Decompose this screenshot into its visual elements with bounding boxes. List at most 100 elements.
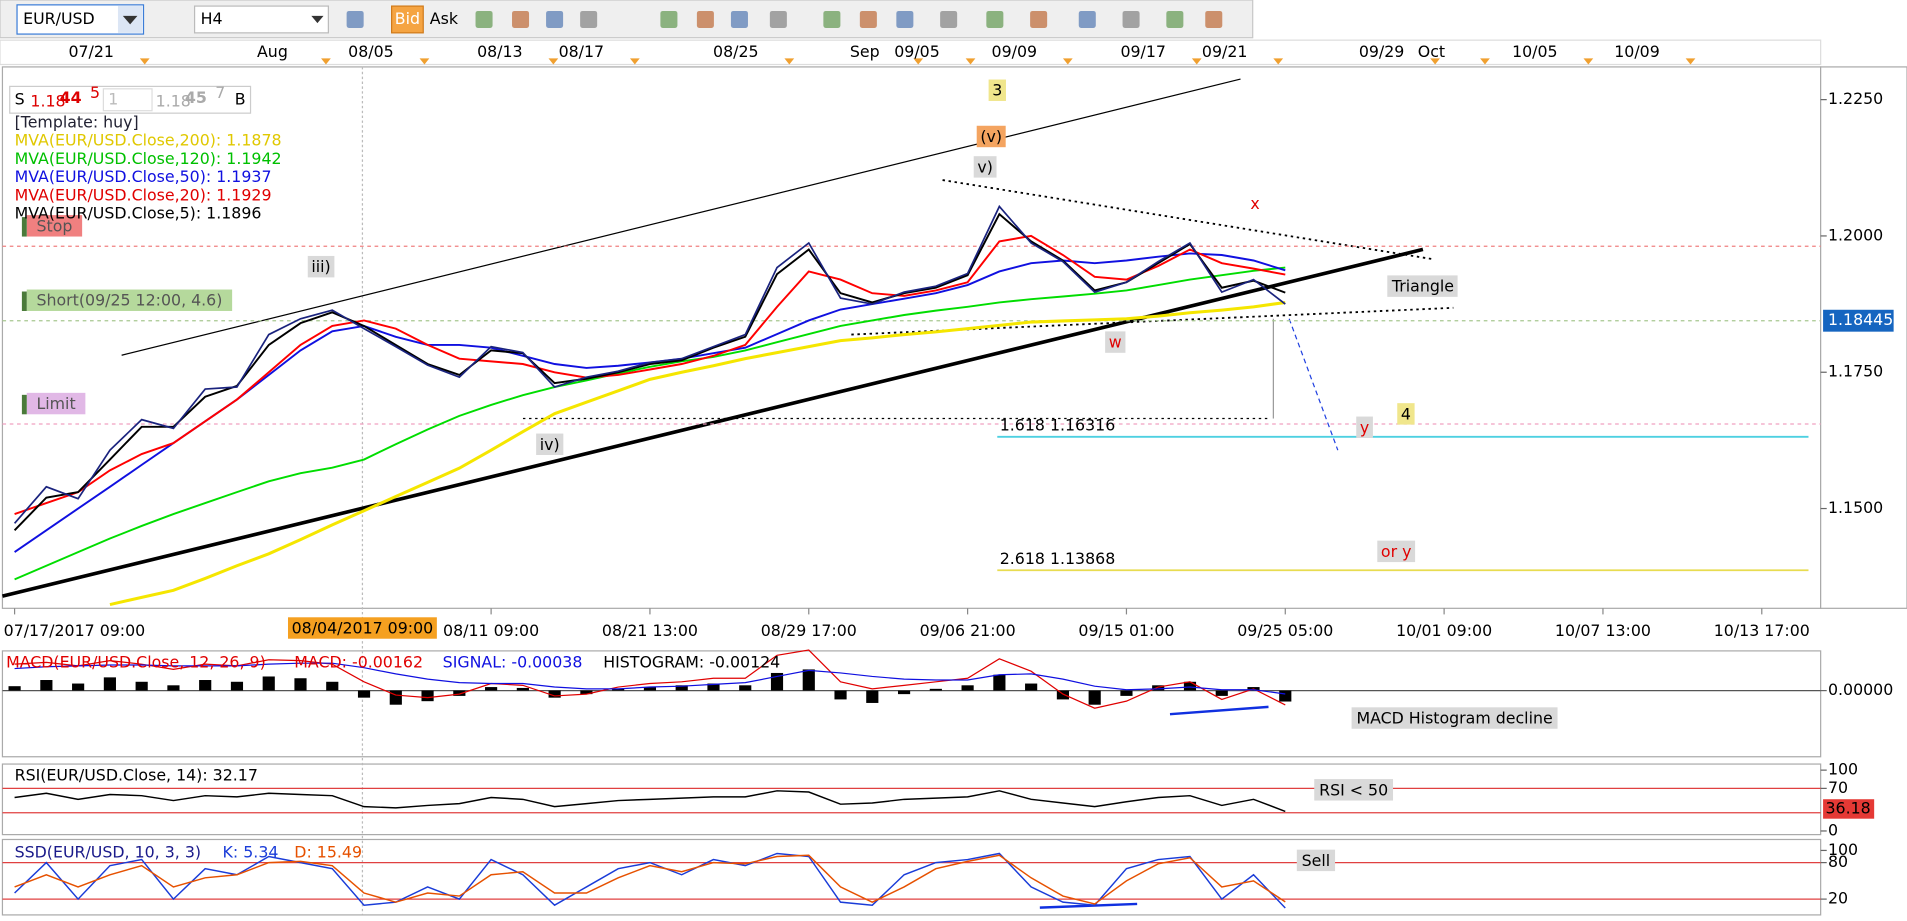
- panel-title: SSD(EUR/USD, 10, 3, 3): [15, 842, 201, 861]
- y-tick-label: 100: [1828, 840, 1858, 859]
- tool-icon[interactable]: [580, 10, 598, 28]
- tool-icon[interactable]: [346, 10, 364, 28]
- sell-pips: 44: [60, 88, 82, 107]
- tool-icon[interactable]: [1166, 10, 1184, 28]
- histogram-bar: [167, 685, 180, 691]
- top-date-label: 09/29: [1359, 42, 1405, 61]
- last-price-bg: [1823, 309, 1894, 332]
- tool-icon[interactable]: [475, 10, 493, 28]
- toolbar-bg: [0, 0, 1254, 39]
- tool-icon[interactable]: [859, 10, 877, 28]
- top-date-label: 08/13: [477, 42, 523, 61]
- panel-title: RSI(EUR/USD.Close, 14): 32.17: [15, 766, 258, 785]
- histogram-bar: [326, 681, 339, 691]
- tool-icon[interactable]: [1205, 10, 1223, 28]
- label-bg: [1296, 849, 1336, 872]
- x-tick-label: 08/21 13:00: [602, 621, 698, 640]
- histogram-bar: [1056, 690, 1069, 700]
- x-tick-label: 07/17/2017 09:00: [4, 621, 146, 640]
- histogram-bar: [72, 683, 85, 691]
- histogram-bar: [1279, 690, 1292, 702]
- y-tick-label: 100: [1828, 760, 1858, 779]
- x-tick-label: 10/01 09:00: [1396, 621, 1492, 640]
- timeframe-select[interactable]: [193, 5, 329, 34]
- current-bg: [1823, 799, 1875, 819]
- histogram-bar: [707, 683, 720, 691]
- order-handle: [21, 291, 27, 311]
- top-date-label: 10/09: [1614, 42, 1660, 61]
- bid-button[interactable]: [391, 5, 424, 34]
- histogram-bar: [802, 669, 815, 691]
- date-marker: [548, 58, 559, 65]
- legend-entry: MVA(EUR/USD.Close,20): 1.1929: [15, 185, 272, 204]
- date-marker: [913, 58, 924, 65]
- date-marker: [1273, 58, 1284, 65]
- label-bg: [1397, 403, 1415, 425]
- top-date-label: 08/05: [348, 42, 394, 61]
- legend-entry: K: 5.34: [223, 842, 279, 861]
- dropdown-arrow: [311, 15, 324, 24]
- histogram-bar: [453, 690, 466, 696]
- trend-line: [1, 247, 1424, 598]
- histogram-bar: [929, 688, 942, 691]
- histogram-bar: [612, 688, 625, 691]
- tool-icon[interactable]: [660, 10, 678, 28]
- series-line: [13, 212, 1286, 532]
- order-label: Limit: [36, 394, 75, 413]
- tool-icon[interactable]: [823, 10, 841, 28]
- sell-fraction: 5: [90, 83, 100, 102]
- buy-label: B: [235, 89, 246, 108]
- top-date-label: Oct: [1418, 42, 1445, 61]
- tool-icon[interactable]: [896, 10, 914, 28]
- top-date-label: 09/05: [894, 42, 940, 61]
- date-marker: [419, 58, 430, 65]
- wave-label: or y: [1381, 542, 1412, 561]
- symbol: EUR/USD: [23, 9, 95, 28]
- last-price: 1.18445: [1828, 310, 1893, 329]
- top-date-label: 07/21: [68, 42, 114, 61]
- lots-input[interactable]: [102, 88, 153, 112]
- date-marker: [1191, 58, 1202, 65]
- histogram-bar: [262, 676, 275, 691]
- label-bg: [1387, 275, 1458, 297]
- y-tick-label: 0.00000: [1828, 680, 1893, 699]
- histogram-bar: [421, 690, 434, 702]
- date-marker: [1480, 58, 1490, 65]
- histogram-bar: [834, 690, 847, 700]
- series-line: [13, 204, 1286, 524]
- tool-icon[interactable]: [546, 10, 564, 28]
- histogram-bar: [675, 685, 688, 691]
- wave-label: 3: [992, 81, 1002, 100]
- tool-icon[interactable]: [1030, 10, 1048, 28]
- histogram-bar: [294, 678, 307, 691]
- label-bg: [976, 125, 1006, 148]
- tool-icon[interactable]: [1122, 10, 1140, 28]
- ask-button[interactable]: [428, 6, 460, 33]
- wave-label: Triangle: [1391, 277, 1454, 296]
- series-line: [14, 234, 1286, 515]
- label-bg: [26, 392, 86, 415]
- histogram-bar: [548, 690, 561, 698]
- tool-icon[interactable]: [769, 10, 787, 28]
- histogram-bar: [8, 686, 21, 691]
- tool-icon[interactable]: [940, 10, 958, 28]
- x-tick-label: 10/13 17:00: [1714, 621, 1810, 640]
- legend-entry: MVA(EUR/USD.Close,5): 1.1896: [15, 204, 262, 223]
- histogram-bar: [1025, 683, 1038, 691]
- series-line: [14, 266, 1286, 581]
- label-bg: [1356, 416, 1373, 438]
- macd-panel: [1, 650, 1822, 758]
- tool-icon[interactable]: [730, 10, 748, 28]
- date-marker: [965, 58, 976, 65]
- legend-entry: SIGNAL: -0.00038: [443, 653, 583, 672]
- tool-icon[interactable]: [696, 10, 714, 28]
- wave-label: iv): [540, 435, 560, 454]
- top-date-label: 09/09: [992, 42, 1038, 61]
- histogram-bar: [1183, 681, 1197, 691]
- tool-icon[interactable]: [986, 10, 1004, 28]
- top-date-label: 09/21: [1202, 42, 1248, 61]
- tool-icon[interactable]: [1078, 10, 1096, 28]
- tool-icon[interactable]: [512, 10, 530, 28]
